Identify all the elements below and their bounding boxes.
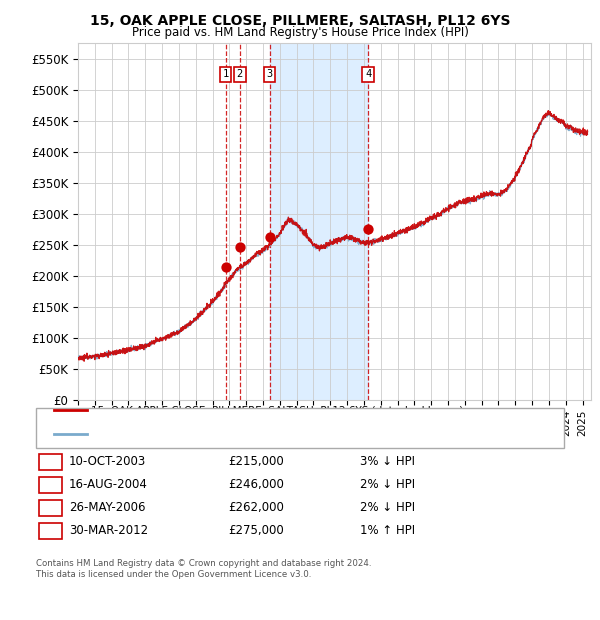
Text: 30-MAR-2012: 30-MAR-2012 xyxy=(69,525,148,537)
Text: 1: 1 xyxy=(223,69,229,79)
Text: 4: 4 xyxy=(47,525,54,537)
Text: Price paid vs. HM Land Registry's House Price Index (HPI): Price paid vs. HM Land Registry's House … xyxy=(131,26,469,39)
Text: £262,000: £262,000 xyxy=(228,502,284,514)
Text: 1: 1 xyxy=(47,456,54,468)
Text: 2% ↓ HPI: 2% ↓ HPI xyxy=(360,479,415,491)
Text: 2% ↓ HPI: 2% ↓ HPI xyxy=(360,502,415,514)
Text: 15, OAK APPLE CLOSE, PILLMERE, SALTASH, PL12 6YS: 15, OAK APPLE CLOSE, PILLMERE, SALTASH, … xyxy=(90,14,510,28)
Text: £215,000: £215,000 xyxy=(228,456,284,468)
Text: 1% ↑ HPI: 1% ↑ HPI xyxy=(360,525,415,537)
Bar xyxy=(270,43,368,400)
Text: 10-OCT-2003: 10-OCT-2003 xyxy=(69,456,146,468)
Text: £275,000: £275,000 xyxy=(228,525,284,537)
Text: 3: 3 xyxy=(266,69,273,79)
Text: 16-AUG-2004: 16-AUG-2004 xyxy=(69,479,148,491)
Text: HPI: Average price, detached house, Cornwall: HPI: Average price, detached house, Corn… xyxy=(91,429,329,439)
Point xyxy=(364,224,373,234)
Text: 3% ↓ HPI: 3% ↓ HPI xyxy=(360,456,415,468)
Point xyxy=(235,242,245,252)
Point xyxy=(221,262,230,272)
Text: 2: 2 xyxy=(47,479,54,491)
Point xyxy=(265,232,275,242)
Text: 26-MAY-2006: 26-MAY-2006 xyxy=(69,502,146,514)
Text: 4: 4 xyxy=(365,69,371,79)
Text: £246,000: £246,000 xyxy=(228,479,284,491)
Text: 3: 3 xyxy=(47,502,54,514)
Text: 2: 2 xyxy=(236,69,243,79)
Text: Contains HM Land Registry data © Crown copyright and database right 2024.
This d: Contains HM Land Registry data © Crown c… xyxy=(36,559,371,578)
Text: 15, OAK APPLE CLOSE, PILLMERE, SALTASH, PL12 6YS (detached house): 15, OAK APPLE CLOSE, PILLMERE, SALTASH, … xyxy=(91,405,463,415)
